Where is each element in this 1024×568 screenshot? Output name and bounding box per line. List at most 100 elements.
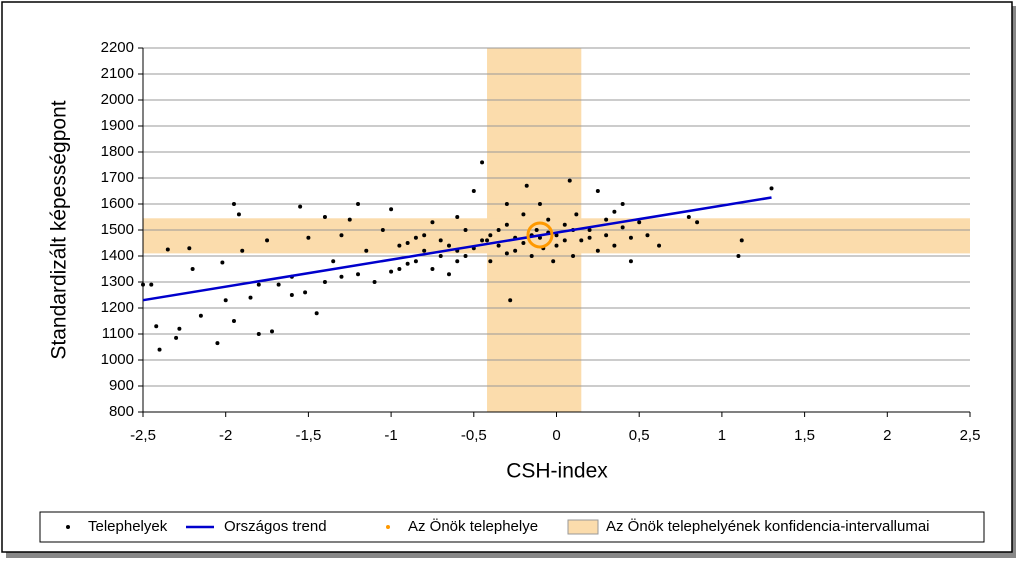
x-tick-label: 1,5	[794, 427, 815, 444]
point	[438, 238, 443, 243]
x-tick-label: 2,5	[960, 427, 981, 444]
point	[389, 207, 394, 212]
point	[198, 313, 203, 318]
point	[422, 248, 427, 253]
y-tick-label: 1600	[101, 195, 134, 212]
point	[389, 269, 394, 274]
point	[231, 202, 236, 206]
point	[455, 259, 460, 264]
point	[513, 248, 518, 253]
point	[604, 233, 609, 238]
point	[339, 233, 344, 238]
point	[508, 298, 513, 303]
point	[645, 233, 650, 238]
point	[480, 238, 485, 243]
point	[480, 160, 485, 165]
x-axis-label: CSH-index	[506, 460, 608, 483]
legend-label: Az Önök telephelyének konfidencia-interv…	[606, 517, 930, 535]
point	[736, 254, 741, 258]
y-tick-label: 1300	[101, 273, 134, 290]
point	[537, 235, 542, 240]
point	[612, 209, 617, 214]
y-tick-label: 1900	[101, 117, 134, 134]
point	[223, 298, 228, 303]
point	[521, 241, 526, 245]
own-site	[526, 221, 554, 249]
point	[620, 202, 625, 206]
point	[236, 212, 241, 217]
point	[574, 212, 579, 217]
point	[356, 202, 361, 206]
point	[364, 248, 369, 253]
x-tick-label: -2	[219, 427, 232, 444]
point	[612, 243, 617, 248]
point	[397, 243, 402, 248]
y-tick-label: 2000	[101, 91, 134, 108]
point	[504, 202, 509, 206]
point	[256, 282, 261, 287]
y-axis-label: Standardizált képességpont	[48, 100, 71, 359]
point	[372, 280, 377, 284]
x-tick-label: 0,5	[629, 427, 650, 444]
trend-line	[142, 196, 772, 302]
y-tick-label: 1100	[102, 325, 134, 342]
point	[567, 178, 572, 183]
point	[657, 243, 662, 248]
point	[496, 228, 501, 232]
point	[154, 324, 159, 329]
point	[339, 274, 344, 279]
point	[231, 319, 236, 323]
point	[529, 254, 534, 258]
point	[551, 259, 556, 264]
point	[430, 267, 435, 271]
point	[322, 215, 327, 219]
x-tick-label: 0	[552, 427, 560, 444]
point	[695, 220, 700, 225]
point	[485, 238, 490, 243]
x-tick-label: -2,5	[130, 427, 156, 444]
y-tick-label: 800	[109, 403, 134, 420]
point	[248, 295, 253, 300]
point	[579, 238, 584, 243]
point	[405, 261, 410, 266]
point	[628, 259, 633, 264]
point	[562, 238, 567, 243]
y-tick-label: 1800	[101, 143, 134, 160]
point	[488, 259, 493, 264]
point	[265, 238, 270, 243]
point	[314, 311, 319, 316]
x-tick-label: -1	[384, 427, 397, 444]
point	[215, 341, 220, 346]
point	[686, 215, 691, 219]
point	[303, 290, 308, 295]
point	[739, 238, 744, 243]
point	[587, 228, 592, 232]
point	[141, 282, 145, 287]
y-tick-label: 1500	[101, 221, 134, 238]
point	[298, 204, 303, 209]
point	[289, 293, 294, 297]
point	[595, 248, 600, 253]
point	[405, 241, 410, 245]
y-tick-label: 2200	[101, 39, 134, 56]
point	[463, 254, 468, 258]
point	[488, 233, 493, 238]
point	[463, 228, 468, 232]
point	[554, 243, 559, 248]
legend-label: Országos trend	[224, 518, 327, 535]
point	[187, 246, 192, 251]
point	[446, 243, 451, 248]
point	[604, 217, 609, 222]
point	[628, 235, 633, 240]
y-tick-label: 1400	[101, 247, 134, 264]
point	[587, 235, 592, 240]
point	[496, 243, 501, 248]
point	[240, 248, 245, 253]
point	[306, 235, 311, 240]
point	[422, 233, 427, 238]
legend-dot	[386, 525, 390, 529]
point	[157, 347, 162, 352]
point	[620, 225, 625, 230]
point	[177, 326, 182, 331]
